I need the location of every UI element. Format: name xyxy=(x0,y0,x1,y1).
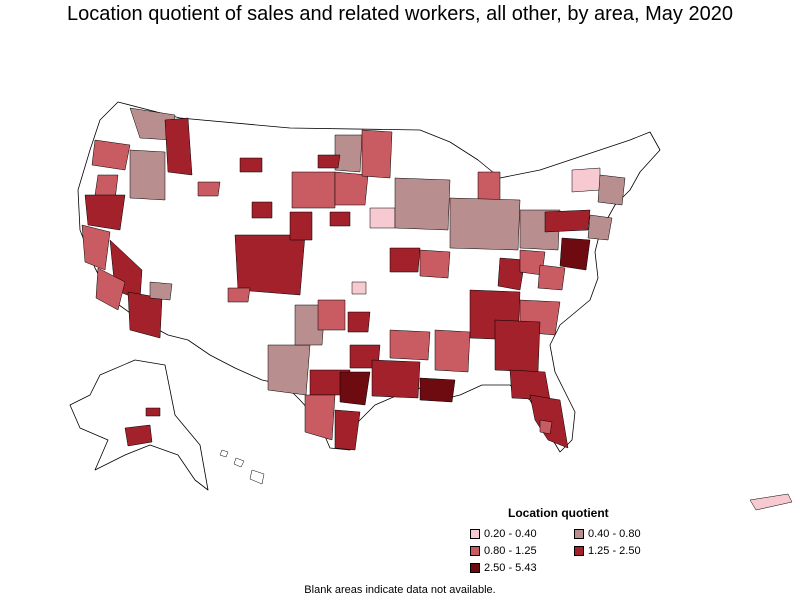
area-region xyxy=(334,409,361,451)
area-region xyxy=(95,267,126,311)
legend-item: 0.20 - 0.40 xyxy=(470,528,537,540)
area-region xyxy=(234,234,306,296)
area-region xyxy=(339,371,371,406)
area-region xyxy=(124,424,153,447)
legend-label: 0.20 - 0.40 xyxy=(484,528,537,540)
area-region xyxy=(294,304,326,346)
area-region xyxy=(291,171,336,209)
area-region xyxy=(334,134,363,173)
area-region xyxy=(597,174,626,206)
area-region xyxy=(497,257,526,291)
area-region xyxy=(91,139,131,171)
legend-title: Location quotient xyxy=(508,506,609,520)
alaska-outline xyxy=(69,359,209,491)
area-region xyxy=(329,211,351,227)
area-region xyxy=(267,344,311,396)
legend-label: 0.40 - 0.80 xyxy=(588,528,641,540)
area-region xyxy=(84,194,126,231)
legend-item: 0.80 - 1.25 xyxy=(470,545,537,557)
area-region xyxy=(227,287,251,303)
legend-swatch xyxy=(574,529,584,539)
area-region xyxy=(197,181,221,197)
area-region xyxy=(371,359,421,399)
area-region xyxy=(571,167,601,193)
area-region xyxy=(317,154,341,169)
legend-swatch xyxy=(470,563,480,573)
area-region xyxy=(587,214,613,241)
area-region xyxy=(559,237,591,271)
legend-swatch xyxy=(470,546,480,556)
area-region xyxy=(449,197,521,251)
area-region xyxy=(361,129,393,179)
area-region xyxy=(164,117,193,176)
area-region xyxy=(304,394,336,441)
area-region xyxy=(251,201,273,219)
area-region xyxy=(369,207,396,229)
footnote: Blank areas indicate data not available. xyxy=(304,584,496,596)
area-region xyxy=(539,419,553,435)
legend-item: 1.25 - 2.50 xyxy=(574,545,641,557)
area-region xyxy=(389,247,421,273)
hawaii-islands xyxy=(219,449,265,485)
area-region xyxy=(394,177,451,231)
legend-label: 0.80 - 1.25 xyxy=(484,545,537,557)
area-region xyxy=(419,249,451,279)
area-region xyxy=(544,209,591,233)
legend-swatch xyxy=(470,529,480,539)
legend-label: 1.25 - 2.50 xyxy=(588,545,641,557)
area-region xyxy=(347,311,371,333)
area-region xyxy=(537,264,566,291)
area-region xyxy=(81,224,111,271)
map-regions xyxy=(69,101,793,511)
legend-item: 0.40 - 0.80 xyxy=(574,528,641,540)
area-region xyxy=(239,157,263,173)
area-region xyxy=(129,149,166,201)
area-region xyxy=(494,319,541,373)
area-region xyxy=(149,281,173,301)
area-region xyxy=(334,171,369,206)
area-region xyxy=(317,299,346,331)
legend-item: 2.50 - 5.43 xyxy=(470,562,537,574)
area-region xyxy=(351,281,367,295)
area-region xyxy=(389,329,431,361)
puerto-rico xyxy=(749,493,793,511)
area-region xyxy=(419,377,456,403)
area-region xyxy=(145,407,161,417)
legend-label: 2.50 - 5.43 xyxy=(484,562,537,574)
area-region xyxy=(434,329,471,373)
area-region xyxy=(477,171,501,201)
area-region xyxy=(289,211,313,241)
legend-swatch xyxy=(574,546,584,556)
map-title: Location quotient of sales and related w… xyxy=(67,3,733,25)
